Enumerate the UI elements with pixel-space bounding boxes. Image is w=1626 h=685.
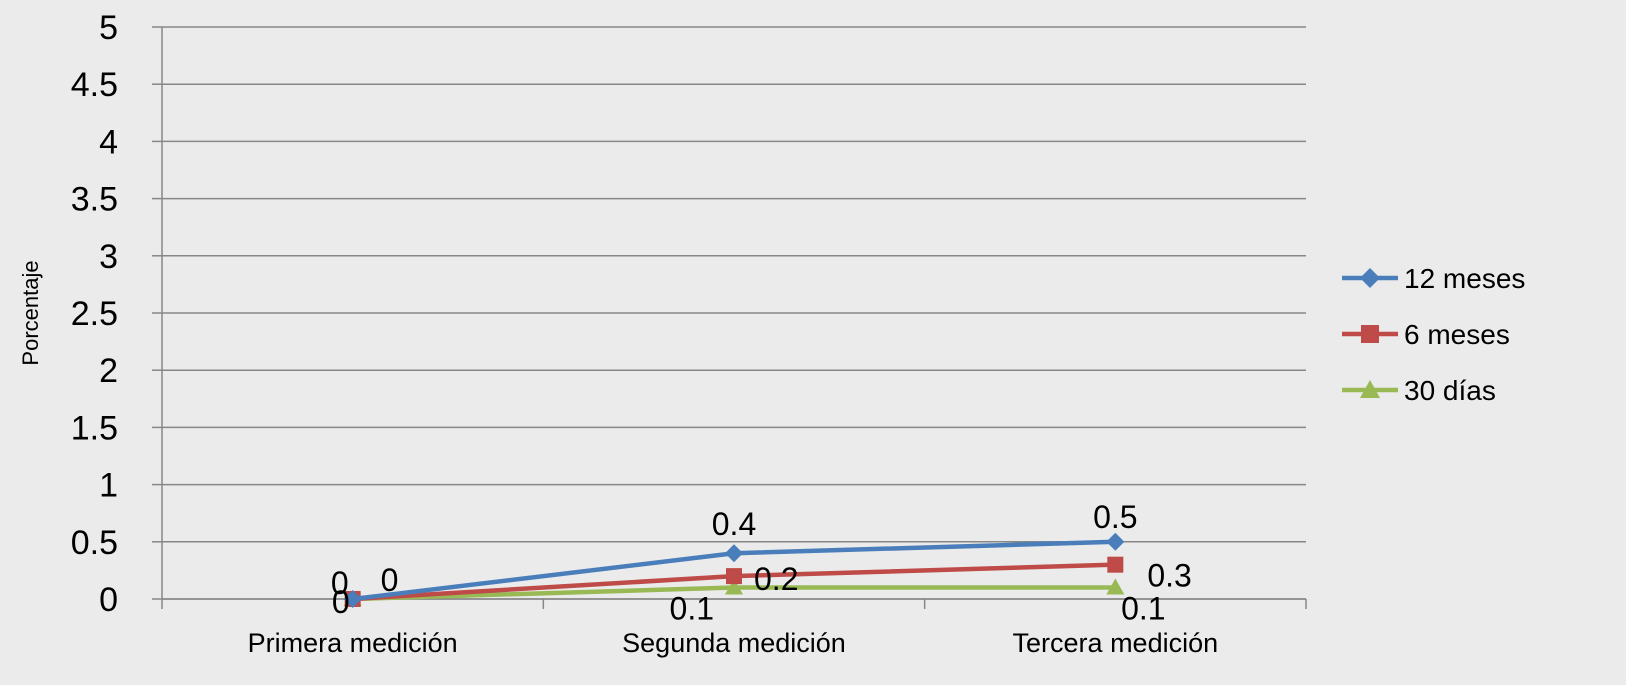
y-tick-label: 1.5 xyxy=(71,409,118,447)
data-point xyxy=(1106,578,1125,595)
data-point xyxy=(1106,532,1125,551)
data-label: 0.2 xyxy=(754,561,798,597)
y-tick-label: 0 xyxy=(99,581,118,619)
legend-marker xyxy=(1360,268,1380,288)
y-tick-label: 2 xyxy=(99,352,118,390)
data-label: 0.3 xyxy=(1147,558,1191,594)
x-tick-label: Primera medición xyxy=(248,628,458,658)
x-tick-label: Segunda medición xyxy=(622,628,846,658)
y-tick-label: 4 xyxy=(99,123,118,161)
data-label: 0 xyxy=(381,562,399,598)
legend-marker xyxy=(1360,380,1380,398)
legend-marker xyxy=(1361,325,1379,343)
x-tick-label: Tercera medición xyxy=(1013,628,1219,658)
legend-label: 6 meses xyxy=(1404,319,1510,350)
data-label: 0.1 xyxy=(670,591,714,627)
y-tick-label: 2.5 xyxy=(71,295,118,333)
y-tick-label: 3 xyxy=(99,238,118,276)
data-label: 0.1 xyxy=(1121,591,1165,627)
y-tick-label: 3.5 xyxy=(71,181,118,219)
data-point xyxy=(343,590,362,608)
data-label: 0 xyxy=(332,584,350,620)
legend-label: 30 días xyxy=(1404,375,1496,406)
y-axis-title: Porcentaje xyxy=(18,260,43,365)
data-point xyxy=(725,578,743,595)
y-tick-label: 5 xyxy=(99,9,118,47)
data-point xyxy=(1107,556,1124,573)
data-point xyxy=(726,568,742,585)
data-label: 0 xyxy=(331,565,349,601)
data-label: 0.5 xyxy=(1093,499,1137,535)
y-tick-label: 1 xyxy=(99,467,118,505)
data-label: 0.4 xyxy=(712,506,756,542)
y-tick-label: 4.5 xyxy=(71,66,118,104)
legend-label: 12 meses xyxy=(1404,263,1525,294)
y-tick-label: 0.5 xyxy=(71,524,118,562)
data-point xyxy=(725,544,743,563)
